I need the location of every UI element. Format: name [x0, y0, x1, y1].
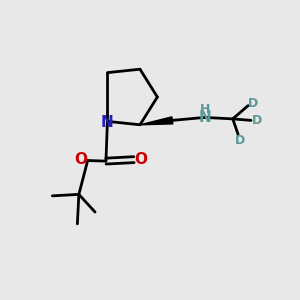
Text: D: D: [252, 114, 262, 127]
Text: N: N: [100, 115, 113, 130]
Text: O: O: [134, 152, 147, 166]
Text: D: D: [248, 97, 259, 110]
Text: D: D: [234, 134, 244, 147]
Text: O: O: [75, 152, 88, 167]
Polygon shape: [140, 117, 173, 125]
Text: H: H: [200, 103, 210, 116]
Text: N: N: [198, 110, 211, 125]
